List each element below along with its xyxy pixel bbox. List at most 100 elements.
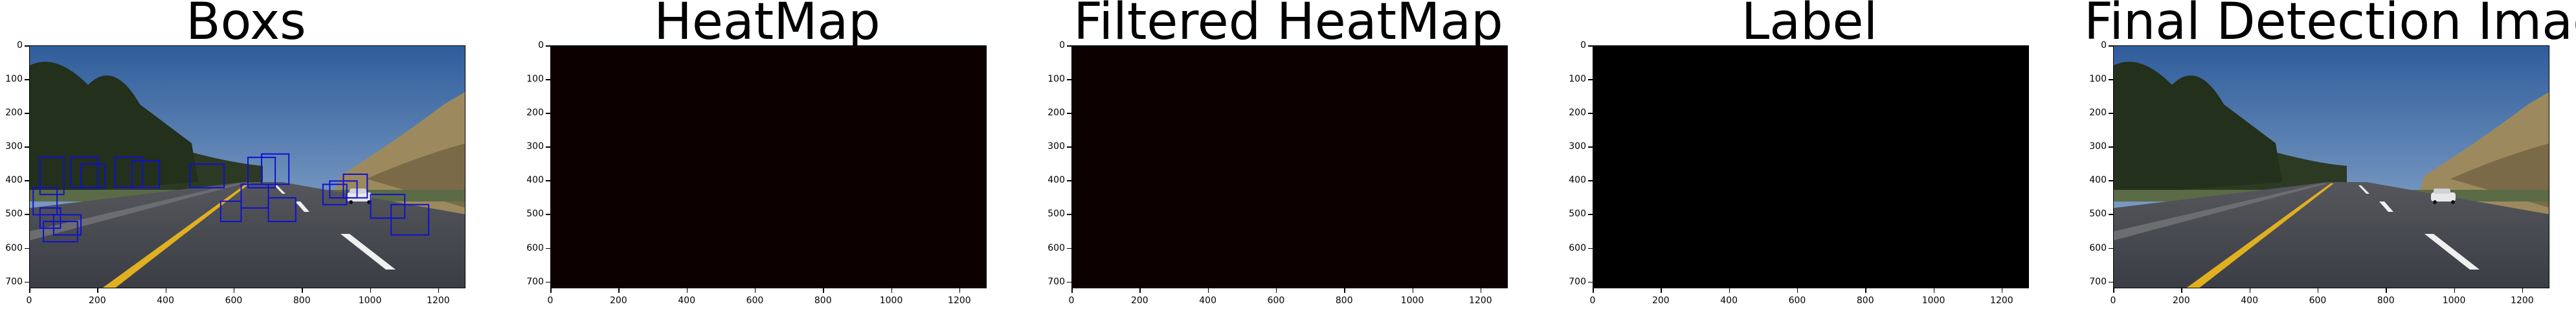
- panel-title: Label: [1741, 0, 1878, 51]
- x-tick-mark: [891, 288, 893, 293]
- x-tick-mark: [2001, 288, 2003, 293]
- x-tick-mark: [1275, 288, 1277, 293]
- x-tick-label: 1200: [1990, 295, 2013, 306]
- x-tick-label: 0: [26, 295, 32, 306]
- x-tick-mark: [1207, 288, 1209, 293]
- y-tick-mark: [2109, 113, 2113, 114]
- panel-title: Final Detection Image: [2084, 0, 2576, 51]
- detection-box: [52, 214, 82, 236]
- y-tick-mark: [546, 113, 550, 114]
- y-tick-label: 200: [1047, 108, 1065, 119]
- detection-box: [240, 183, 269, 209]
- image-axes: [1593, 45, 2029, 288]
- x-tick-mark: [2454, 288, 2456, 293]
- y-tick-mark: [1067, 281, 1071, 283]
- y-tick-mark: [1067, 214, 1071, 215]
- x-tick-mark: [686, 288, 688, 293]
- detection-box: [370, 194, 406, 219]
- x-tick-mark: [302, 288, 303, 293]
- y-tick-label: 300: [5, 141, 23, 152]
- x-tick-label: 800: [1856, 295, 1874, 306]
- image-axes: [29, 45, 465, 288]
- y-tick-mark: [1067, 146, 1071, 148]
- x-tick-label: 800: [2377, 295, 2395, 306]
- y-tick-label: 300: [1569, 141, 1586, 152]
- y-tick-label: 100: [5, 74, 23, 85]
- y-tick-mark: [546, 281, 550, 283]
- x-tick-mark: [1797, 288, 1798, 293]
- y-tick-label: 300: [2089, 141, 2107, 152]
- x-tick-mark: [754, 288, 756, 293]
- y-tick-mark: [2109, 180, 2113, 181]
- y-tick-mark: [546, 180, 550, 181]
- x-tick-label: 1000: [879, 295, 903, 306]
- panel-final: Final Detection Image 0 100 200 300 400 500 60…: [2084, 0, 2576, 311]
- detection-box: [32, 187, 58, 216]
- detection-box: [80, 163, 106, 189]
- detection-box: [131, 160, 161, 189]
- detection-box: [39, 156, 65, 196]
- panel-title: HeatMap: [654, 0, 880, 51]
- x-tick-label: 0: [1068, 295, 1075, 306]
- x-tick-label: 600: [225, 295, 243, 306]
- x-tick-mark: [1480, 288, 1482, 293]
- y-tick-label: 700: [2089, 276, 2107, 287]
- y-tick-mark: [25, 113, 29, 114]
- y-tick-label: 500: [526, 209, 544, 220]
- y-tick-label: 400: [5, 175, 23, 186]
- x-tick-mark: [550, 288, 552, 293]
- y-tick-mark: [546, 214, 550, 215]
- y-tick-label: 700: [1569, 276, 1586, 287]
- panel-title: Filtered HeatMap: [1073, 0, 1503, 51]
- x-tick-label: 0: [1589, 295, 1596, 306]
- x-tick-label: 400: [157, 295, 174, 306]
- y-tick-mark: [546, 79, 550, 80]
- x-tick-label: 1000: [358, 295, 382, 306]
- x-tick-label: 0: [547, 295, 554, 306]
- x-tick-mark: [97, 288, 98, 293]
- y-tick-label: 600: [1569, 242, 1586, 253]
- y-tick-label: 500: [1047, 209, 1065, 220]
- y-tick-mark: [2109, 79, 2113, 80]
- x-tick-mark: [1071, 288, 1073, 293]
- y-tick-mark: [2109, 281, 2113, 283]
- x-tick-label: 1200: [2511, 295, 2534, 306]
- x-tick-label: 1000: [1400, 295, 1424, 306]
- detection-box: [390, 203, 430, 236]
- y-tick-label: 700: [526, 276, 544, 287]
- y-tick-mark: [25, 248, 29, 249]
- y-tick-label: 400: [2089, 175, 2107, 186]
- y-tick-mark: [1067, 180, 1071, 181]
- y-tick-label: 700: [1047, 276, 1065, 287]
- x-tick-label: 800: [1335, 295, 1353, 306]
- y-tick-label: 200: [2089, 108, 2107, 119]
- y-tick-label: 500: [2089, 209, 2107, 220]
- y-tick-mark: [1588, 248, 1593, 249]
- panel-filtered: Filtered HeatMap 0 100 200 300 400 500 600 700 0 2…: [1042, 0, 1534, 311]
- x-tick-mark: [2113, 288, 2114, 293]
- x-tick-mark: [618, 288, 620, 293]
- x-tick-mark: [1865, 288, 1866, 293]
- y-tick-mark: [1067, 79, 1071, 80]
- image-axes: [2113, 45, 2549, 288]
- y-tick-mark: [546, 146, 550, 148]
- y-tick-label: 100: [526, 74, 544, 85]
- x-tick-label: 1200: [948, 295, 971, 306]
- x-tick-mark: [1593, 288, 1594, 293]
- y-tick-mark: [1588, 113, 1593, 114]
- y-tick-mark: [1588, 146, 1593, 148]
- x-tick-label: 600: [1788, 295, 1806, 306]
- x-tick-label: 400: [1199, 295, 1216, 306]
- y-tick-mark: [1588, 180, 1593, 181]
- y-tick-label: 200: [526, 108, 544, 119]
- x-tick-mark: [959, 288, 961, 293]
- y-tick-mark: [25, 146, 29, 148]
- x-tick-label: 200: [1652, 295, 1670, 306]
- y-tick-label: 400: [1047, 175, 1065, 186]
- y-tick-label: 300: [526, 141, 544, 152]
- y-tick-label: 200: [1569, 108, 1586, 119]
- detection-box: [342, 173, 368, 199]
- x-tick-mark: [370, 288, 372, 293]
- x-tick-label: 400: [678, 295, 695, 306]
- x-tick-mark: [1412, 288, 1414, 293]
